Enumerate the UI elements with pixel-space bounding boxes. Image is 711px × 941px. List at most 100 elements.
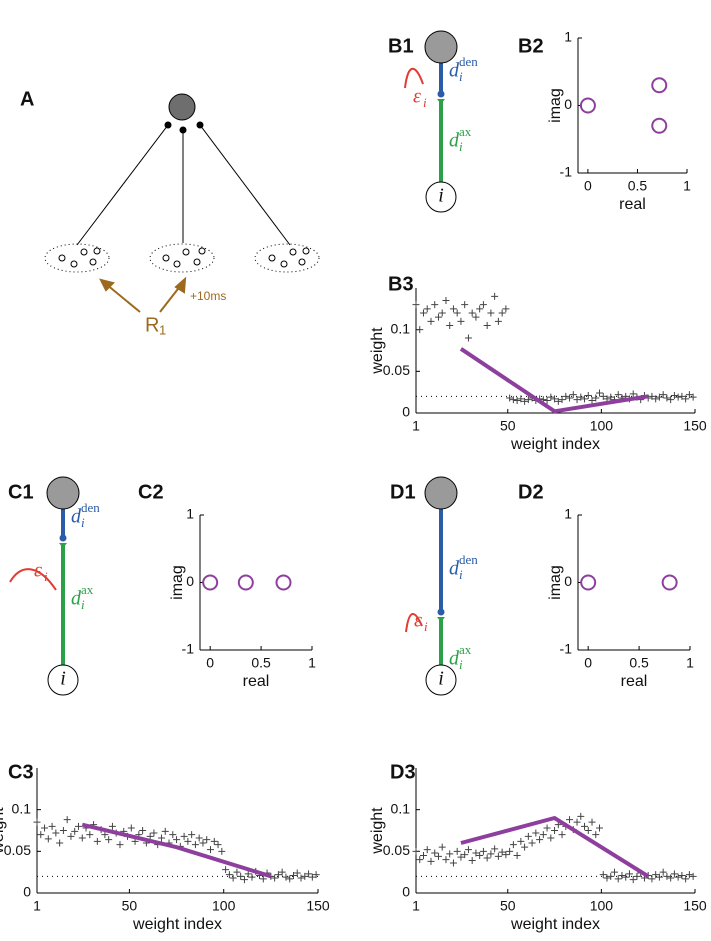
- weight-point: [33, 818, 41, 826]
- subscript: i: [459, 69, 463, 84]
- y-tick-label: -1: [560, 641, 573, 657]
- weight-point: [483, 854, 491, 862]
- weight-point: [214, 841, 222, 849]
- junction: [437, 608, 445, 616]
- weight-point: [271, 874, 279, 882]
- superscript: ax: [81, 582, 94, 597]
- weight-point: [157, 834, 165, 842]
- weight-point: [614, 875, 622, 883]
- weight-point: [581, 822, 589, 830]
- symbol: d: [449, 648, 460, 670]
- weight-point: [532, 829, 540, 837]
- weight-point: [524, 396, 532, 404]
- weight-point: [509, 841, 517, 849]
- x-axis-label: weight index: [132, 916, 222, 933]
- weight-point: [547, 393, 555, 401]
- weight-point: [648, 392, 656, 400]
- weight-point: [169, 831, 177, 839]
- weight-point: [63, 816, 71, 824]
- weight-point: [558, 396, 566, 404]
- subscript: i: [81, 597, 85, 612]
- weight-point: [188, 831, 196, 839]
- weight-point: [498, 848, 506, 856]
- fit-line: [81, 822, 272, 879]
- weight-point: [674, 393, 682, 401]
- weight-point: [274, 871, 282, 879]
- subscript: i: [459, 657, 463, 672]
- weight-point: [210, 837, 218, 845]
- weight-point: [173, 836, 181, 844]
- y-tick-label: 0.1: [391, 800, 411, 816]
- weight-point: [566, 816, 574, 824]
- weight-point: [573, 396, 581, 404]
- panel-label: C2: [138, 481, 164, 503]
- y-tick-label: 1: [564, 506, 572, 522]
- weight-point: [528, 839, 536, 847]
- weight-point: [191, 841, 199, 849]
- weight-point: [674, 873, 682, 881]
- weight-point: [659, 868, 667, 876]
- weight-point: [127, 824, 135, 832]
- stimulus-subscript: 1: [159, 322, 166, 337]
- symbol: d: [449, 558, 460, 580]
- weight-point: [442, 856, 450, 864]
- stimulus-arrows: [99, 276, 187, 313]
- y-tick-label: 1: [564, 29, 572, 45]
- weight-point: [562, 392, 570, 400]
- weight-point: [682, 875, 690, 883]
- symbol: d: [449, 60, 460, 82]
- weight-point: [195, 834, 203, 842]
- pole: [651, 77, 668, 94]
- x-tick-label: 0.5: [628, 178, 648, 194]
- symbol: d: [71, 588, 82, 610]
- weight-point: [483, 322, 491, 329]
- weight-point: [116, 841, 124, 849]
- weight-point: [599, 392, 607, 400]
- weight-point: [59, 827, 67, 834]
- weight-point: [431, 849, 439, 857]
- panel-label: A: [20, 88, 34, 110]
- weight-point: [610, 868, 618, 876]
- input-groups: [44, 243, 320, 273]
- subscript: i: [459, 139, 463, 154]
- weight-point: [539, 831, 547, 839]
- x-tick-label: 150: [683, 898, 707, 914]
- weight-point: [218, 847, 226, 855]
- synapse: [196, 121, 204, 129]
- weight-point: [434, 313, 442, 321]
- symbol: ε: [414, 610, 422, 632]
- pole: [579, 97, 596, 114]
- synapse: [164, 121, 172, 129]
- pole: [275, 574, 292, 591]
- weight-point: [468, 857, 476, 864]
- weight-point: [517, 837, 525, 845]
- weight-point: [543, 824, 551, 832]
- weight-point: [412, 301, 420, 309]
- neuron: [425, 664, 457, 696]
- y-tick-label: 0: [402, 404, 410, 420]
- weight-point: [663, 394, 671, 402]
- weight-point: [655, 873, 663, 881]
- weight-point: [453, 847, 461, 855]
- y-tick-label: 0: [186, 573, 194, 589]
- weight-point: [524, 832, 532, 840]
- weight-point: [491, 845, 499, 853]
- weight-point: [419, 852, 427, 859]
- weight-point: [297, 874, 305, 882]
- x-axis-label: weight index: [510, 436, 600, 453]
- weight-point: [506, 847, 514, 855]
- weight-point: [476, 305, 484, 313]
- panel-label: D3: [390, 761, 416, 783]
- x-tick-label: 0: [206, 655, 214, 671]
- weight-point: [584, 827, 592, 834]
- y-axis-label: weight: [369, 807, 386, 855]
- weight-point: [655, 393, 663, 401]
- connection: [76, 124, 169, 246]
- symbol: d: [71, 506, 82, 528]
- weight-point: [588, 397, 596, 404]
- weight-point: [56, 839, 64, 847]
- weight-point: [229, 874, 237, 882]
- weight-point: [464, 334, 472, 342]
- weight-point: [74, 822, 82, 830]
- neuron-label: i: [438, 668, 444, 690]
